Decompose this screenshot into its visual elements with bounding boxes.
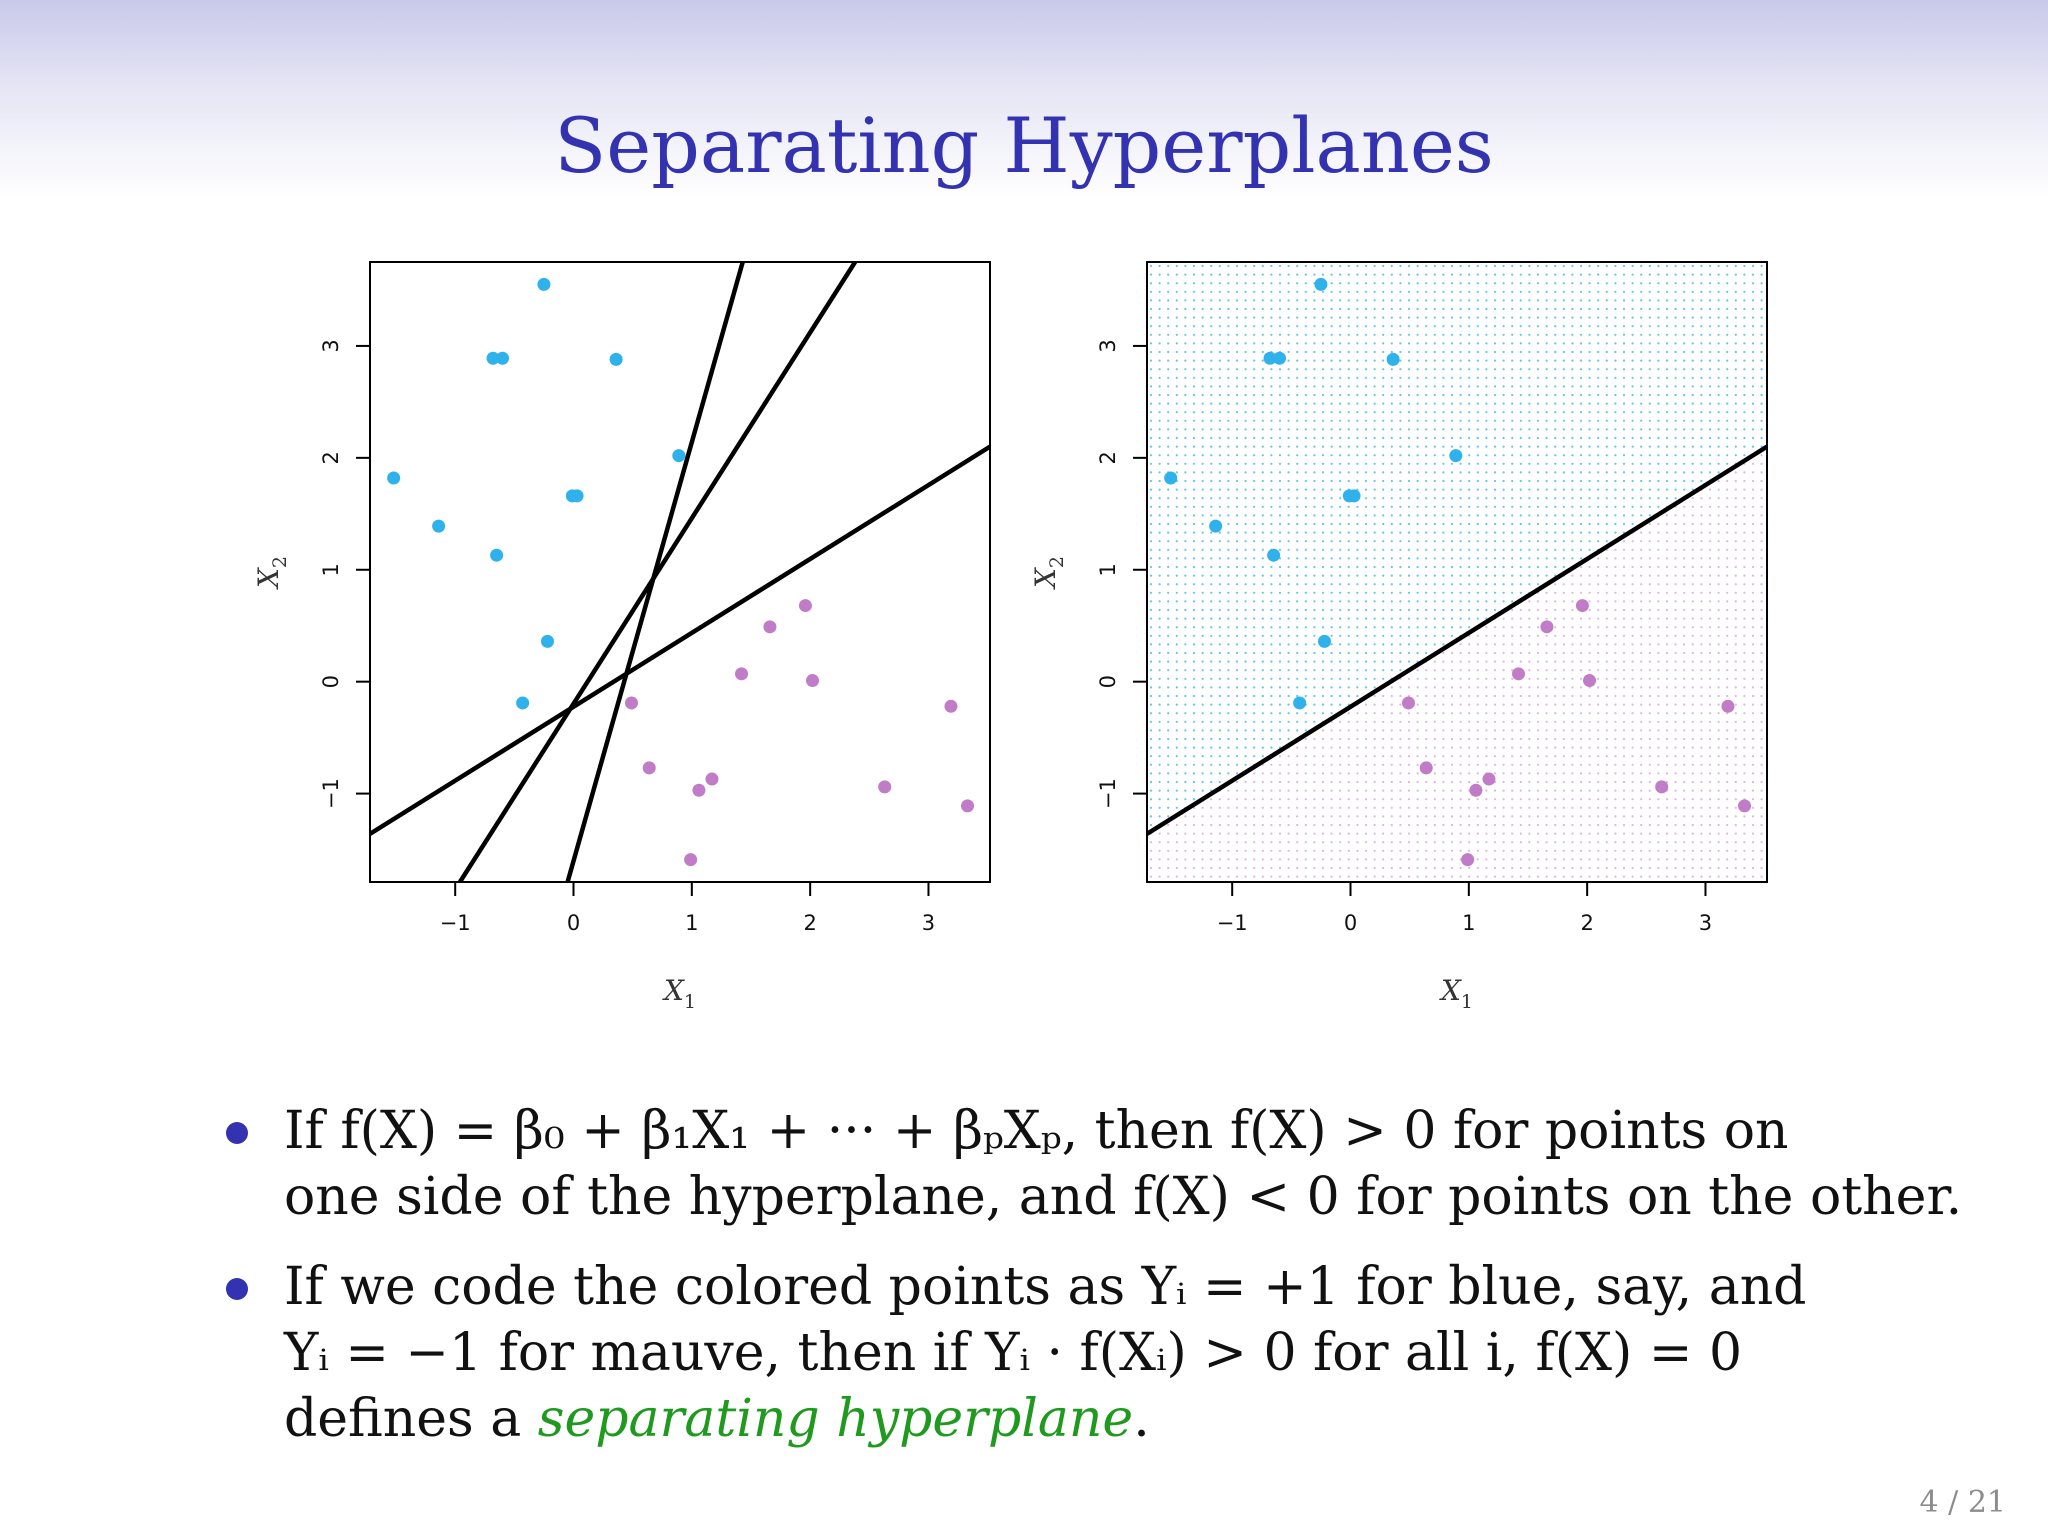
data-point — [944, 699, 958, 713]
data-point — [387, 471, 401, 485]
y-tick-label: 1 — [319, 563, 343, 576]
data-point — [1317, 634, 1331, 648]
x-tick-label: 1 — [1462, 911, 1475, 935]
data-point — [806, 674, 820, 688]
data-point — [878, 780, 892, 794]
bullet-line: If f(X) = β₀ + β₁X₁ + ··· + βₚXₚ, then f… — [284, 1101, 1789, 1161]
x-tick-label: 2 — [803, 911, 816, 935]
data-point — [1386, 352, 1400, 366]
bullet-line: one side of the hyperplane, and f(X) < 0… — [284, 1167, 1963, 1227]
plot-frame — [1146, 261, 1768, 883]
y-axis-title: X2 — [252, 556, 291, 590]
chart-left: −1 0 1 2 3 −1 0 1 2 3 X1 X2 — [252, 261, 991, 1013]
data-point — [1314, 277, 1328, 291]
page-number: 4 / 21 — [1919, 1485, 2006, 1520]
x-tick-label: 3 — [922, 911, 935, 935]
data-point — [672, 449, 686, 463]
data-point — [540, 634, 554, 648]
data-point — [735, 667, 749, 681]
x-axis-title: X1 — [1439, 974, 1473, 1013]
data-point — [798, 599, 812, 613]
x-tick-label: 0 — [1344, 911, 1357, 935]
data-point — [537, 277, 551, 291]
hyperplane-line — [1147, 444, 1767, 836]
data-point — [1540, 620, 1554, 634]
data-point — [624, 696, 638, 710]
x-axis-title: X1 — [662, 974, 696, 1013]
y-tick-label: 2 — [1096, 451, 1120, 464]
y-tick-label: 0 — [1096, 675, 1120, 688]
bullet-dot — [226, 1278, 248, 1300]
x-tick-label: 1 — [685, 911, 698, 935]
data-point — [1482, 772, 1496, 786]
bullet-line: Yᵢ = −1 for mauve, then if Yᵢ · f(Xᵢ) > … — [284, 1323, 1743, 1383]
bullet-line: defines a separating hyperplane. — [284, 1386, 1982, 1452]
data-point — [642, 761, 656, 775]
bullet-list: If f(X) = β₀ + β₁X₁ + ··· + βₚXₚ, then f… — [222, 1098, 1982, 1476]
bullet-item: If f(X) = β₀ + β₁X₁ + ··· + βₚXₚ, then f… — [222, 1098, 1982, 1230]
x-tick-label: 2 — [1580, 911, 1593, 935]
data-point — [1721, 699, 1735, 713]
y-tick-label: 1 — [1096, 563, 1120, 576]
x-tick-label: 3 — [1699, 911, 1712, 935]
y-tick-label: 0 — [319, 675, 343, 688]
y-tick-label: −1 — [319, 778, 343, 809]
data-point — [1512, 667, 1526, 681]
x-tick-label: 0 — [567, 911, 580, 935]
data-point — [1449, 449, 1463, 463]
y-tick-label: 2 — [319, 451, 343, 464]
data-point — [1263, 351, 1277, 365]
bullet-dot — [226, 1122, 248, 1144]
highlighted-term: separating hyperplane — [537, 1389, 1134, 1449]
data-point — [1401, 696, 1415, 710]
bullet-text: . — [1133, 1389, 1150, 1449]
data-point — [570, 489, 584, 503]
data-point — [1419, 761, 1433, 775]
y-tick-label: 3 — [319, 339, 343, 352]
header-band — [0, 0, 2048, 200]
bullet-line: If we code the colored points as Yᵢ = +1… — [284, 1257, 1807, 1317]
data-point — [1347, 489, 1361, 503]
data-point — [1209, 519, 1223, 533]
plot-frame — [369, 261, 991, 883]
data-point — [609, 352, 623, 366]
background-grid — [1149, 264, 1763, 878]
data-point — [1461, 853, 1475, 867]
hyperplane-line — [370, 444, 990, 836]
bullet-text: defines a — [284, 1389, 538, 1449]
hyperplane-line — [458, 262, 858, 882]
data-point — [486, 351, 500, 365]
chart-right: −1 0 1 2 3 −1 0 1 2 3 X1 X2 — [1029, 261, 1768, 1013]
data-point — [1583, 674, 1597, 688]
data-point — [1575, 599, 1589, 613]
hyperplane-line — [565, 262, 745, 882]
data-point — [1469, 783, 1483, 797]
data-point — [705, 772, 719, 786]
y-tick-label: 3 — [1096, 339, 1120, 352]
data-point — [961, 799, 975, 813]
slide-title: Separating Hyperplanes — [554, 101, 1494, 190]
y-tick-label: −1 — [1096, 778, 1120, 809]
data-point — [763, 620, 777, 634]
data-point — [1655, 780, 1669, 794]
bullet-item: If we code the colored points as Yᵢ = +1… — [222, 1254, 1982, 1452]
data-point — [516, 696, 530, 710]
data-point — [1273, 351, 1287, 365]
data-point — [1164, 471, 1178, 485]
data-point — [684, 853, 698, 867]
data-point — [1293, 696, 1307, 710]
y-axis-title: X2 — [1029, 556, 1068, 590]
x-tick-label: −1 — [1217, 911, 1248, 935]
data-point — [432, 519, 446, 533]
data-point — [1267, 548, 1281, 562]
data-point — [1738, 799, 1752, 813]
data-point — [490, 548, 504, 562]
data-point — [496, 351, 510, 365]
x-tick-label: −1 — [440, 911, 471, 935]
data-point — [692, 783, 706, 797]
